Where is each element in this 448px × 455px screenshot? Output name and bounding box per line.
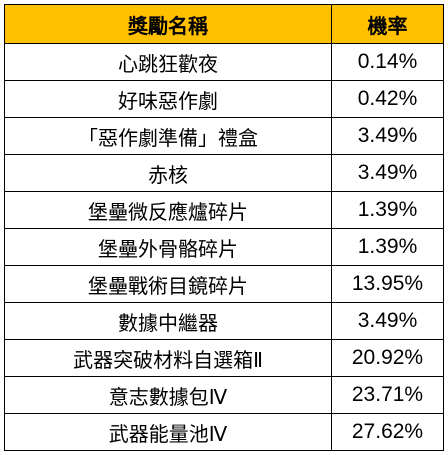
reward-probability: 20.92%	[331, 339, 444, 377]
table-row: 好味惡作劇 0.42%	[4, 80, 444, 118]
header-reward-name: 獎勵名稱	[4, 4, 332, 44]
table-row: 武器能量池Ⅳ 27.62%	[4, 413, 444, 451]
reward-probability: 1.39%	[331, 228, 444, 266]
reward-name: 堡壘微反應爐碎片	[4, 191, 332, 229]
table-row: 「惡作劇準備」禮盒 3.49%	[4, 117, 444, 155]
reward-probability: 0.14%	[331, 43, 444, 81]
table-row: 心跳狂歡夜 0.14%	[4, 43, 444, 81]
table-row: 數據中繼器 3.49%	[4, 302, 444, 340]
reward-name: 赤核	[4, 154, 332, 192]
reward-name: 「惡作劇準備」禮盒	[4, 117, 332, 155]
table-row: 堡壘外骨骼碎片 1.39%	[4, 228, 444, 266]
table-row: 武器突破材料自選箱Ⅱ 20.92%	[4, 339, 444, 377]
reward-probability: 27.62%	[331, 413, 444, 451]
reward-probability: 3.49%	[331, 117, 444, 155]
reward-name: 堡壘戰術目鏡碎片	[4, 265, 332, 303]
reward-name: 數據中繼器	[4, 302, 332, 340]
header-probability: 機率	[331, 4, 444, 44]
table-row: 堡壘微反應爐碎片 1.39%	[4, 191, 444, 229]
reward-name: 武器突破材料自選箱Ⅱ	[4, 339, 332, 377]
reward-name: 堡壘外骨骼碎片	[4, 228, 332, 266]
reward-probability: 23.71%	[331, 376, 444, 414]
table-row: 意志數據包Ⅳ 23.71%	[4, 376, 444, 414]
reward-name: 武器能量池Ⅳ	[4, 413, 332, 451]
reward-probability: 0.42%	[331, 80, 444, 118]
reward-name: 意志數據包Ⅳ	[4, 376, 332, 414]
reward-probability: 13.95%	[331, 265, 444, 303]
reward-table: 獎勵名稱 機率 心跳狂歡夜 0.14% 好味惡作劇 0.42% 「惡作劇準備」禮…	[4, 4, 444, 451]
reward-probability-table: 獎勵名稱 機率 心跳狂歡夜 0.14% 好味惡作劇 0.42% 「惡作劇準備」禮…	[4, 4, 444, 451]
reward-probability: 1.39%	[331, 191, 444, 229]
reward-name: 心跳狂歡夜	[4, 43, 332, 81]
reward-name: 好味惡作劇	[4, 80, 332, 118]
table-row: 堡壘戰術目鏡碎片 13.95%	[4, 265, 444, 303]
table-header-row: 獎勵名稱 機率	[4, 4, 444, 44]
reward-probability: 3.49%	[331, 154, 444, 192]
table-row: 赤核 3.49%	[4, 154, 444, 192]
reward-probability: 3.49%	[331, 302, 444, 340]
